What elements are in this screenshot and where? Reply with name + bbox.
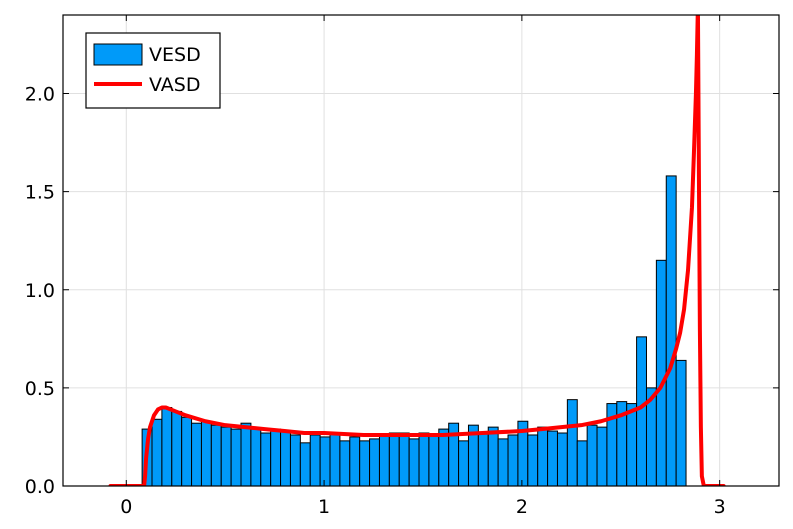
legend-label-vesd: VESD bbox=[149, 44, 201, 66]
legend-label-vasd: VASD bbox=[149, 74, 200, 96]
histogram-bar bbox=[566, 399, 578, 486]
x-tick-label: 2 bbox=[516, 496, 528, 518]
histogram-bar bbox=[260, 432, 272, 486]
histogram-bar bbox=[359, 440, 371, 486]
histogram-bar bbox=[428, 434, 440, 486]
histogram-bar bbox=[369, 438, 380, 486]
legend: VESD VASD bbox=[85, 32, 221, 109]
legend-swatch-vesd bbox=[93, 43, 143, 66]
histogram-bar bbox=[319, 436, 331, 486]
y-tick-label: 0.0 bbox=[25, 476, 55, 498]
histogram-bar bbox=[339, 440, 351, 486]
histogram-bar bbox=[250, 428, 262, 486]
x-tick-label: 0 bbox=[120, 496, 132, 518]
histogram-bar bbox=[191, 422, 202, 486]
histogram-bar bbox=[497, 438, 509, 486]
y-tick-label: 0.5 bbox=[25, 378, 55, 400]
histogram-bar bbox=[527, 434, 539, 486]
histogram-bar bbox=[270, 428, 282, 486]
histogram-bar bbox=[280, 430, 291, 486]
histogram-bar bbox=[477, 432, 489, 486]
histogram-bar bbox=[398, 432, 410, 486]
histogram-bars bbox=[141, 175, 687, 486]
x-tick-label: 3 bbox=[714, 496, 726, 518]
histogram-bar bbox=[665, 175, 677, 486]
histogram-bar bbox=[655, 259, 667, 486]
y-tick-label: 1.0 bbox=[25, 280, 55, 302]
histogram-bar bbox=[349, 436, 361, 486]
histogram-bar bbox=[537, 426, 549, 486]
plot-frame bbox=[62, 14, 780, 487]
histogram-bar bbox=[487, 426, 499, 486]
histogram-bar bbox=[210, 424, 222, 486]
histogram-bar bbox=[408, 438, 420, 486]
histogram-bar bbox=[200, 420, 212, 486]
histogram-bar bbox=[171, 410, 183, 486]
histogram-bar bbox=[458, 440, 469, 486]
histogram-bar bbox=[378, 434, 390, 486]
histogram-bar bbox=[586, 424, 598, 486]
histogram-bar bbox=[230, 428, 242, 486]
histogram-bar bbox=[556, 432, 568, 486]
curve-layer bbox=[108, 15, 726, 486]
histogram-bar bbox=[161, 407, 173, 486]
histogram-bar bbox=[438, 428, 450, 486]
histogram-bar bbox=[329, 432, 341, 486]
histogram-bar bbox=[418, 432, 430, 486]
axis-ticks bbox=[63, 15, 779, 487]
histogram-bar bbox=[299, 442, 311, 486]
axis-tick-labels: 0 1 2 3 0.0 0.5 1.0 1.5 2.0 bbox=[25, 84, 726, 519]
histogram-bar bbox=[289, 434, 301, 486]
histogram-bar bbox=[181, 416, 193, 486]
histogram-bar bbox=[309, 434, 321, 486]
histogram-bar bbox=[388, 432, 400, 486]
histogram-bar bbox=[507, 434, 519, 486]
histogram-bar bbox=[675, 359, 687, 486]
y-tick-label: 1.5 bbox=[25, 182, 55, 204]
histogram-bar bbox=[636, 336, 647, 486]
x-tick-label: 1 bbox=[318, 496, 330, 518]
histogram-bar bbox=[596, 426, 608, 486]
histogram-bar bbox=[220, 426, 232, 486]
vasd-curve bbox=[108, 15, 726, 486]
y-tick-label: 2.0 bbox=[25, 84, 55, 106]
histogram-bar bbox=[151, 418, 163, 486]
histogram-bar bbox=[547, 430, 558, 486]
histogram-bar bbox=[626, 403, 638, 486]
histogram-bar bbox=[240, 422, 252, 486]
histogram-bar bbox=[576, 440, 588, 486]
